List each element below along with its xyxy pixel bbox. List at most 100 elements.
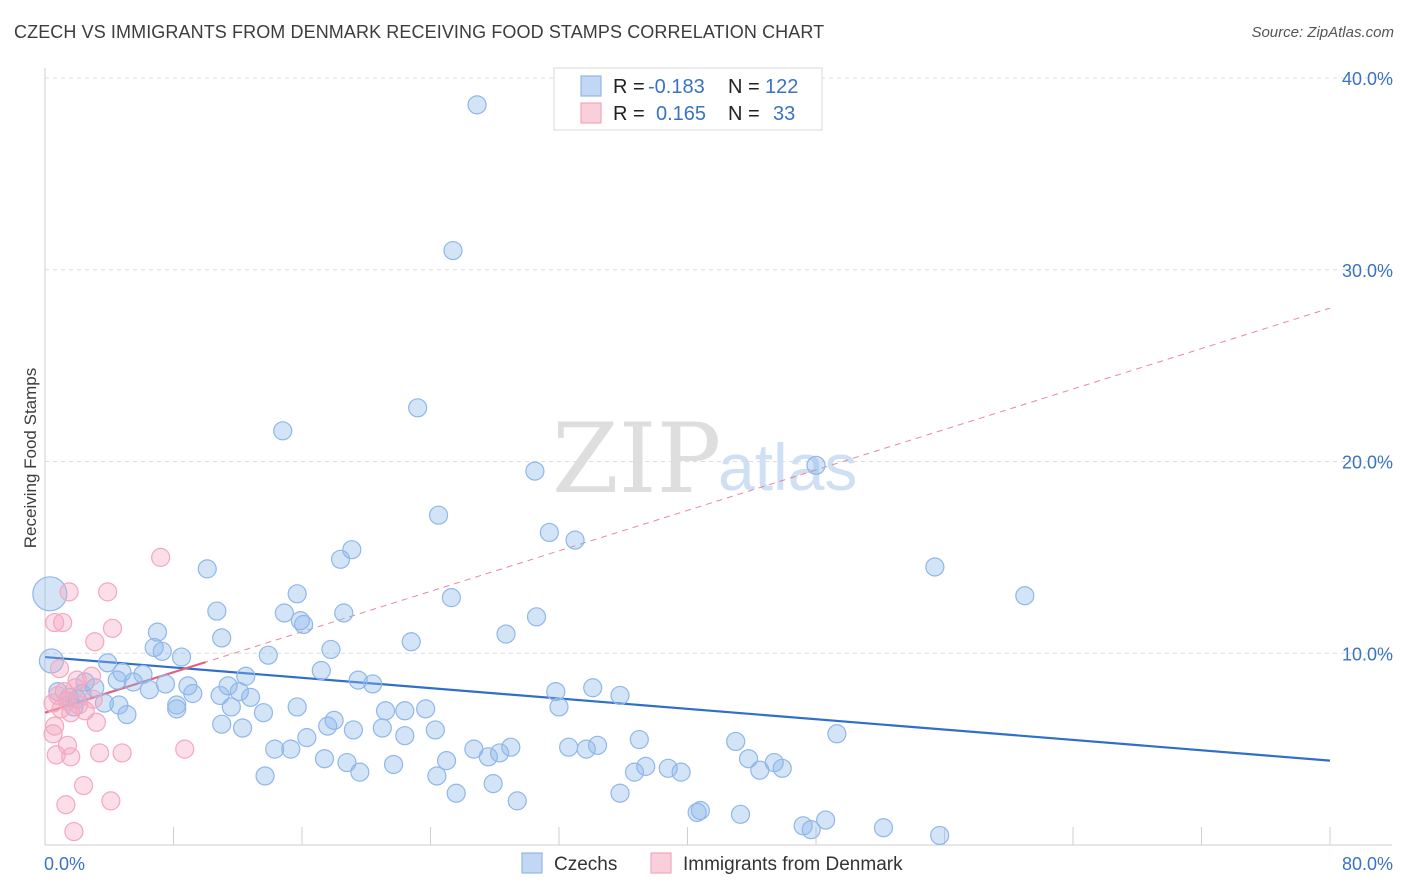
- denmark-point-7: [81, 666, 102, 686]
- denmark-point-25: [101, 791, 121, 811]
- czech-point-100: [350, 762, 370, 782]
- czech-point-87: [559, 737, 579, 757]
- legend-swatch-denmark: [580, 102, 602, 124]
- czech-point-64: [221, 697, 241, 717]
- czech-point-75: [372, 718, 392, 738]
- czech-point-106: [255, 766, 275, 786]
- chart-title: CZECH VS IMMIGRANTS FROM DENMARK RECEIVI…: [14, 22, 825, 42]
- czech-point-102: [436, 751, 457, 771]
- czech-point-25: [401, 632, 421, 652]
- denmark-point-3: [45, 612, 65, 633]
- czech-point-3: [408, 398, 428, 418]
- denmark-point-14: [61, 703, 81, 723]
- x-tick-label-0: 0.0%: [44, 854, 85, 874]
- czech-point-108: [507, 791, 527, 811]
- czech-point-85: [478, 747, 498, 767]
- czech-point-27: [152, 641, 172, 661]
- czech-point-90: [636, 756, 656, 776]
- denmark-point-31: [65, 678, 86, 698]
- czech-point-12: [925, 557, 945, 577]
- czech-point-60: [610, 685, 630, 706]
- denmark-point-2: [98, 582, 118, 602]
- watermark-atlas: atlas: [718, 430, 857, 504]
- legend-n-label-0: N =: [728, 76, 760, 98]
- denmark-point-23: [175, 739, 195, 759]
- czech-point-22: [496, 624, 516, 644]
- czech-point-23: [147, 622, 168, 642]
- x-tick-label-1: 80.0%: [1342, 854, 1393, 874]
- czech-point-18: [274, 603, 294, 623]
- czech-point-83: [501, 737, 521, 757]
- czech-point-1: [443, 240, 463, 261]
- czech-point-24: [212, 628, 232, 648]
- czech-point-103: [483, 774, 503, 794]
- czech-point-30: [258, 645, 278, 665]
- czech-point-112: [816, 810, 836, 830]
- czech-point-49: [210, 685, 230, 706]
- legend-r-label-0: R =: [613, 76, 645, 98]
- czech-point-66: [416, 699, 436, 719]
- watermark: ZIP atlas: [552, 403, 857, 515]
- czech-point-68: [117, 705, 137, 725]
- denmark-point-13: [51, 699, 71, 719]
- denmark-trend-line-dashed: [44, 307, 1331, 714]
- watermark-zip: ZIP: [552, 403, 721, 515]
- grid-lines: [45, 77, 1390, 654]
- czech-point-55: [109, 695, 129, 715]
- legend-r-value-0: -0.183: [648, 76, 705, 98]
- denmark-point-5: [85, 632, 105, 652]
- czech-point-81: [726, 731, 746, 752]
- czech-point-11: [197, 559, 217, 579]
- czech-point-32: [311, 660, 331, 681]
- y-tick-label-2: 30.0%: [1342, 261, 1393, 281]
- czech-point-13: [1015, 586, 1035, 606]
- czech-point-79: [395, 726, 415, 746]
- czech-point-2: [273, 421, 293, 441]
- denmark-point-27: [64, 821, 84, 842]
- czech-point-96: [658, 758, 678, 778]
- czech-point-117: [690, 800, 710, 821]
- czech-point-59: [549, 697, 569, 717]
- denmark-point-22: [112, 743, 132, 763]
- czech-point-44: [363, 674, 383, 694]
- czech-point-119: [32, 576, 68, 612]
- czech-point-116: [930, 825, 950, 846]
- series-legend-swatch-denmark: [650, 852, 672, 874]
- axes: [44, 68, 1392, 846]
- czech-point-95: [624, 762, 645, 782]
- denmark-point-32: [83, 689, 103, 709]
- czech-point-28: [321, 639, 341, 660]
- czech-point-94: [750, 760, 770, 780]
- czech-point-15: [441, 588, 461, 608]
- czech-point-98: [314, 749, 335, 769]
- czech-point-39: [155, 674, 176, 694]
- denmark-point-1: [59, 582, 79, 602]
- czech-point-101: [383, 754, 404, 775]
- czech-point-47: [546, 681, 566, 702]
- x-tick-labels: 0.0% 80.0%: [44, 854, 1393, 874]
- czech-point-21: [526, 607, 547, 627]
- denmark-point-17: [43, 724, 63, 744]
- czech-point-110: [730, 804, 751, 824]
- czech-point-71: [212, 714, 232, 734]
- czech-point-7: [539, 522, 559, 543]
- czech-point-88: [576, 739, 596, 759]
- czech-point-63: [287, 697, 307, 717]
- czech-point-0: [467, 95, 487, 115]
- czech-point-14: [287, 584, 307, 604]
- series-legend-denmark: Immigrants from Denmark: [683, 854, 903, 875]
- denmark-point-15: [86, 712, 107, 732]
- czech-point-41: [218, 676, 238, 696]
- czech-point-17: [334, 603, 354, 623]
- series-legend: Czechs Immigrants from Denmark: [521, 852, 903, 875]
- czech-point-111: [687, 802, 707, 823]
- czech-point-107: [446, 783, 466, 803]
- denmark-point-26: [56, 795, 76, 815]
- czech-point-52: [94, 693, 115, 713]
- denmark-point-30: [75, 701, 95, 721]
- czech-point-91: [738, 749, 759, 769]
- denmark-point-0: [151, 547, 171, 567]
- legend-n-value-0: 122: [765, 76, 798, 98]
- czech-point-65: [375, 701, 396, 721]
- czech-point-78: [265, 739, 285, 759]
